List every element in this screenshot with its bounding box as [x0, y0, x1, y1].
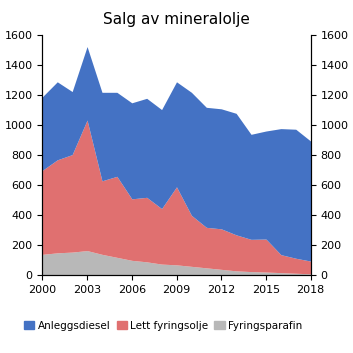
Title: Salg av mineralolje: Salg av mineralolje: [103, 12, 250, 27]
Legend: Anleggsdiesel, Lett fyringsolje, Fyringsparafin: Anleggsdiesel, Lett fyringsolje, Fyrings…: [20, 317, 306, 335]
